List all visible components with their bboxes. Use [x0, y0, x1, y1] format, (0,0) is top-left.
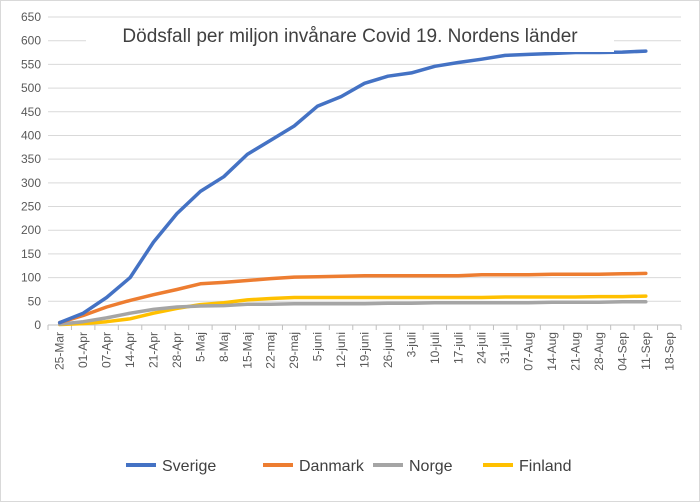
legend-label: Sverige	[162, 458, 216, 475]
y-tick-label: 300	[21, 176, 41, 190]
legend-label: Danmark	[299, 458, 365, 475]
x-tick-label: 3-juli	[404, 332, 418, 357]
x-tick-label: 11-Sep	[639, 332, 653, 370]
y-tick-label: 450	[21, 105, 41, 119]
series-line-danmark	[57, 271, 648, 325]
x-tick-label: 8-Maj	[217, 332, 231, 362]
x-tick-label: 07-Apr	[100, 332, 114, 368]
x-tick-label: 01-Apr	[76, 332, 90, 368]
x-tick-label: 07-Aug	[522, 332, 536, 371]
y-tick-label: 250	[21, 200, 41, 214]
x-tick-label: 12-juni	[334, 332, 348, 368]
y-tick-label: 650	[21, 10, 41, 24]
x-tick-label: 15-Maj	[240, 332, 254, 369]
y-tick-label: 100	[21, 271, 41, 285]
y-tick-label: 600	[21, 34, 41, 48]
x-tick-label: 10-juli	[428, 332, 442, 364]
title-backdrop	[86, 18, 614, 52]
x-tick-label: 24-juli	[475, 332, 489, 364]
x-tick-label: 26-juni	[381, 332, 395, 368]
x-tick-label: 31-juli	[498, 332, 512, 364]
x-tick-label: 19-juni	[358, 332, 372, 368]
series-line-norge	[57, 300, 648, 326]
y-tick-label: 150	[21, 247, 41, 261]
x-tick-label: 14-Aug	[545, 332, 559, 371]
x-tick-label: 17-juli	[451, 332, 465, 364]
x-tick-label: 28-Aug	[592, 332, 606, 371]
series-lines	[57, 49, 648, 327]
y-tick-label: 550	[21, 57, 41, 71]
x-tick-label: 04-Sep	[615, 332, 629, 371]
x-tick-label: 22-maj	[264, 332, 278, 369]
y-tick-label: 0	[34, 318, 41, 332]
legend: Sverige Danmark Norge Finland	[126, 458, 571, 475]
x-tick-label: 14-Apr	[123, 332, 137, 368]
legend-label: Norge	[409, 458, 453, 475]
x-tick-label: 25-Mar	[53, 332, 67, 370]
x-tick-label: 21-Apr	[147, 332, 161, 368]
y-axis-ticks: 0 50 100 150 200 250 300 350 400 450 500 550 600 650	[21, 10, 41, 332]
y-tick-label: 350	[21, 152, 41, 166]
series-line-finland	[57, 294, 648, 327]
x-axis	[47, 324, 682, 330]
legend-label: Finland	[519, 458, 571, 475]
x-tick-label: 5-Maj	[193, 332, 207, 362]
x-tick-label: 21-Aug	[569, 332, 583, 371]
x-tick-label: 5-juni	[311, 332, 325, 361]
x-axis-ticks: 25-Mar 01-Apr 07-Apr 14-Apr 21-Apr 28-Apr 5-Ma…	[53, 332, 677, 371]
y-tick-label: 400	[21, 128, 41, 142]
x-tick-label: 28-Apr	[170, 332, 184, 368]
x-tick-label: 29-maj	[287, 332, 301, 369]
series-line-sverige	[57, 49, 648, 325]
y-tick-label: 500	[21, 81, 41, 95]
chart-title: Dödsfall per miljon invånare Covid 19. N…	[122, 26, 578, 47]
x-tick-label: 18-Sep	[662, 332, 676, 371]
y-tick-label: 200	[21, 223, 41, 237]
y-tick-label: 50	[28, 294, 42, 308]
